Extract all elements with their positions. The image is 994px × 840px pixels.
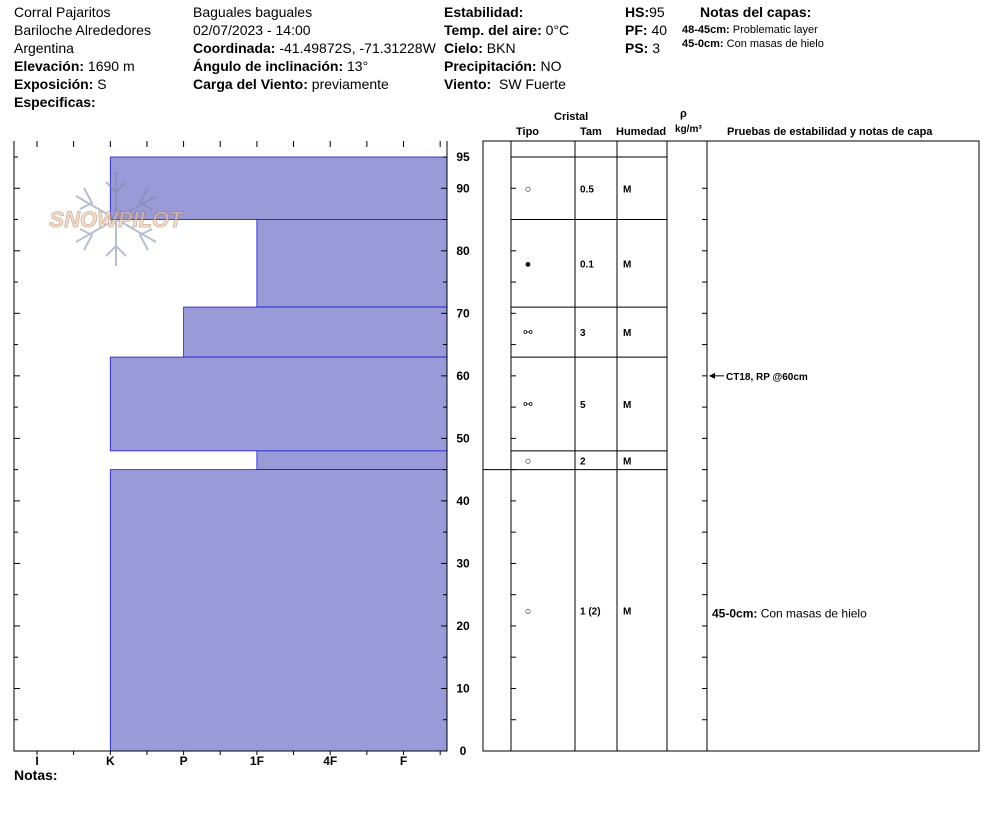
crystal-header: Cristal bbox=[554, 111, 589, 123]
elevation-row: Elevación: 1690 m bbox=[14, 58, 135, 74]
watermark-text: SNOWPILOT bbox=[49, 207, 184, 232]
pf-row: PF: 40 bbox=[625, 22, 668, 38]
hardness-layer-bar bbox=[256, 219, 448, 308]
density-unit-header: kg/m³ bbox=[675, 124, 702, 135]
depth-tick-label: 0 bbox=[460, 744, 467, 758]
depth-tick-label: 95 bbox=[456, 150, 470, 164]
layer-comment: 45-0cm: Con masas de hielo bbox=[712, 606, 867, 620]
crystal-size-value: 3 bbox=[580, 328, 586, 339]
hardness-tick-label: 4F bbox=[323, 754, 337, 768]
air-temp-value: 0°C bbox=[545, 22, 570, 38]
precip-value: NO bbox=[540, 58, 562, 74]
hs-row: HS:95 bbox=[625, 4, 665, 20]
hardness-tick-label: 1F bbox=[250, 754, 264, 768]
moisture-value: M bbox=[623, 400, 631, 411]
layer-table: ○ 0.5 M ● 0.1 M ⚯ 3 M ⚯ 5 M ○ 2 M ○ 1 (2) M CT18, RP @60cm… bbox=[482, 140, 980, 752]
crystal-type-symbol: ● bbox=[525, 258, 532, 270]
hardness-tick-label: F bbox=[400, 754, 407, 768]
pf-value: 40 bbox=[651, 22, 668, 38]
depth-tick-label: 40 bbox=[456, 494, 470, 508]
wind-row: Viento: SW Fuerte bbox=[444, 76, 566, 92]
depth-tick-label: 60 bbox=[456, 369, 470, 383]
depth-tick-label: 30 bbox=[456, 556, 470, 570]
coordinate-row: Coordinada: -41.49872S, -71.31228W bbox=[193, 40, 436, 56]
hardness-frame-line bbox=[13, 141, 448, 752]
sky-value: BKN bbox=[486, 40, 516, 56]
depth-tick-label: 80 bbox=[456, 244, 470, 258]
rho-header: ρ bbox=[680, 108, 687, 120]
layer-comment-range: 45-0cm: bbox=[712, 606, 761, 620]
coordinate-value: -41.49872S, -71.31228W bbox=[279, 40, 436, 56]
exposure-value: S bbox=[97, 76, 107, 92]
precip-row: Precipitación: NO bbox=[444, 58, 562, 74]
pit-datetime: 02/07/2023 - 14:00 bbox=[193, 22, 311, 38]
wind-load-value: previamente bbox=[311, 76, 389, 92]
moisture-value: M bbox=[623, 328, 631, 339]
snowflake-icon bbox=[75, 172, 157, 266]
crystal-type-symbol: ⚯ bbox=[523, 399, 533, 411]
layer-note-item: 45-0cm: Con masas de hielo bbox=[682, 38, 824, 50]
crystal-size-value: 1 (2) bbox=[580, 606, 601, 617]
depth-tick-label: 20 bbox=[456, 619, 470, 633]
country-name: Argentina bbox=[14, 40, 74, 56]
specifics-label: Especificas: bbox=[14, 94, 96, 110]
pit-title: Baguales baguales bbox=[193, 4, 313, 20]
hardness-layer-bar bbox=[109, 469, 448, 752]
hardness-frame bbox=[13, 141, 448, 752]
crystal-type-symbol: ○ bbox=[525, 605, 532, 617]
layer-note-item: 48-45cm: Problematic layer bbox=[682, 24, 818, 36]
crystal-size-value: 0.5 bbox=[580, 184, 594, 195]
air-temp-row: Temp. del aire: 0°C bbox=[444, 22, 570, 38]
hardness-tick-label: P bbox=[180, 754, 188, 768]
hardness-layer-bar bbox=[183, 306, 448, 358]
exposure-row: Exposición: S bbox=[14, 76, 107, 92]
hardness-profile bbox=[109, 156, 448, 752]
area-name: Bariloche Alrededores bbox=[14, 22, 151, 38]
layer-notes-title: Notas del capas: bbox=[700, 4, 812, 20]
incline-row: Ángulo de inclinación: 13° bbox=[193, 58, 369, 74]
wind-value: SW Fuerte bbox=[498, 76, 566, 92]
wind-load-row: Carga del Viento: previamente bbox=[193, 76, 389, 92]
location-name: Corral Pajaritos bbox=[14, 4, 111, 20]
stability-label: Estabilidad: bbox=[444, 4, 524, 20]
moisture-value: M bbox=[623, 456, 631, 467]
crystal-size-value: 5 bbox=[580, 400, 586, 411]
depth-tick-label: 50 bbox=[456, 431, 470, 445]
snowpilot-watermark: SNOWPILOT bbox=[49, 172, 185, 266]
elevation-value: 1690 m bbox=[87, 58, 135, 74]
depth-tick-label: 90 bbox=[456, 181, 470, 195]
layer-comment-text: Con masas de hielo bbox=[761, 606, 867, 620]
moisture-value: M bbox=[623, 184, 631, 195]
crystal-size-value: 0.1 bbox=[580, 259, 594, 270]
hardness-tick-label: I bbox=[35, 754, 38, 768]
depth-tick-label: 10 bbox=[456, 681, 470, 695]
size-header: Tam bbox=[580, 126, 602, 138]
notes-label: Notas: bbox=[14, 767, 58, 783]
hardness-tick-label: K bbox=[106, 754, 115, 768]
hardness-layer-bar bbox=[109, 356, 448, 452]
depth-axis: 0 10 20 30 40 50 60 70 80 90 95 bbox=[14, 150, 470, 758]
moisture-value: M bbox=[623, 259, 631, 270]
moisture-value: M bbox=[623, 606, 631, 617]
hardness-layer-bar bbox=[256, 450, 448, 471]
crystal-type-symbol: ⚯ bbox=[523, 327, 533, 339]
moisture-header: Humedad bbox=[616, 126, 667, 138]
test-arrow-head bbox=[709, 372, 715, 379]
stability-test-label: CT18, RP @60cm bbox=[726, 372, 808, 383]
depth-tick-label: 70 bbox=[456, 306, 470, 320]
hardness-layer-bar bbox=[109, 156, 448, 220]
ps-value: 3 bbox=[652, 40, 661, 56]
crystal-type-symbol: ○ bbox=[525, 183, 532, 195]
hardness-axis: I K P 1F 4F F bbox=[35, 141, 441, 768]
crystal-type-symbol: ○ bbox=[525, 455, 532, 467]
table-border bbox=[482, 140, 980, 752]
hs-value: 95 bbox=[649, 4, 665, 20]
sky-row: Cielo: BKN bbox=[444, 40, 516, 56]
tests-header: Pruebas de estabilidad y notas de capa bbox=[727, 126, 933, 138]
crystal-size-value: 2 bbox=[580, 456, 586, 467]
type-header: Tipo bbox=[516, 126, 540, 138]
ps-row: PS: 3 bbox=[625, 40, 661, 56]
incline-value: 13° bbox=[347, 58, 369, 74]
